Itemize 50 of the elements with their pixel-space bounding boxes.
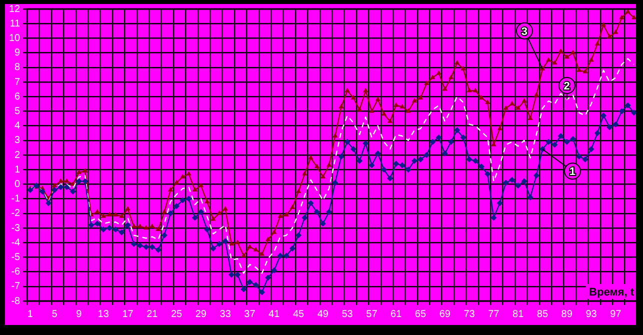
y-tick-label: 8 bbox=[14, 62, 21, 74]
x-tick-label: 61 bbox=[390, 308, 402, 320]
x-tick-label: 45 bbox=[292, 308, 305, 320]
x-tick-label: 9 bbox=[76, 308, 82, 320]
x-tick-label: 65 bbox=[414, 308, 426, 320]
x-tick-label: 69 bbox=[439, 308, 451, 320]
y-tick-label: -3 bbox=[11, 222, 21, 234]
y-tick-label: 7 bbox=[14, 76, 21, 88]
y-tick-label: 1 bbox=[14, 164, 21, 176]
x-tick-label: 57 bbox=[366, 308, 378, 320]
series-label: 2 bbox=[564, 80, 570, 93]
y-tick-label: 11 bbox=[10, 18, 21, 30]
text: 3 bbox=[521, 26, 528, 38]
x-tick-label: 85 bbox=[536, 308, 548, 320]
y-tick-label: -7 bbox=[11, 281, 21, 292]
y-tick-label: 5 bbox=[14, 106, 21, 117]
x-tick-label: 37 bbox=[244, 308, 256, 320]
x-tick-label: 1 bbox=[27, 308, 34, 320]
y-tick-label: -5 bbox=[11, 252, 21, 263]
y-tick-label: 3 bbox=[14, 135, 21, 146]
y-tick-label: -4 bbox=[11, 237, 21, 248]
x-tick-label: 13 bbox=[98, 308, 110, 320]
series-label: 1 bbox=[569, 166, 576, 178]
y-tick-label: 0 bbox=[14, 178, 21, 190]
x-tick-label: 33 bbox=[220, 308, 232, 320]
y-tick-label: -8 bbox=[11, 296, 21, 307]
x-tick-label: 21 bbox=[146, 308, 158, 320]
x-tick-label: 29 bbox=[195, 308, 207, 320]
x-tick-label: 81 bbox=[512, 308, 524, 320]
y-tick-label: -1 bbox=[11, 194, 21, 205]
x-tick-label: 97 bbox=[610, 308, 622, 320]
x-tick-label: 5 bbox=[52, 308, 58, 320]
y-tick-label: 9 bbox=[14, 48, 21, 59]
x-tick-label: 49 bbox=[317, 308, 329, 320]
x-tick-label: 25 bbox=[170, 308, 183, 320]
x-tick-label: 73 bbox=[464, 308, 476, 320]
y-tick-label: -2 bbox=[11, 208, 21, 220]
x-tick-label: 17 bbox=[122, 308, 134, 320]
x-tick-label: 89 bbox=[561, 308, 573, 320]
x-tick-label: 41 bbox=[268, 308, 280, 320]
y-tick-label: 2 bbox=[14, 150, 21, 161]
y-tick-label: 6 bbox=[14, 91, 21, 102]
y-tick-label: 10 bbox=[9, 32, 21, 44]
x-axis-title: Время, t bbox=[589, 286, 634, 299]
x-tick-label: 77 bbox=[488, 308, 500, 320]
x-tick-label: 93 bbox=[586, 308, 598, 320]
y-tick-label: 4 bbox=[14, 120, 21, 132]
y-tick-label: 12 bbox=[9, 4, 21, 15]
y-tick-label: -6 bbox=[11, 266, 21, 278]
x-tick-label: 53 bbox=[342, 308, 354, 320]
